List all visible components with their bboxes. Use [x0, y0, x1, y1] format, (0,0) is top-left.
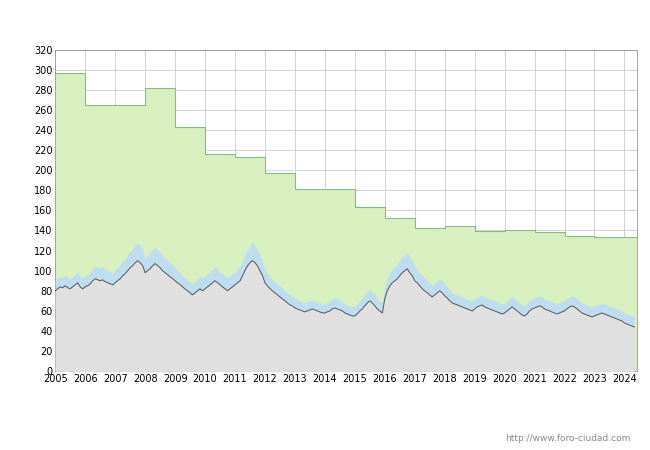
Text: Oencia  -  Evolucion de la poblacion en edad de Trabajar Mayo de 2024: Oencia - Evolucion de la poblacion en ed… [101, 17, 549, 30]
Text: http://www.foro-ciudad.com: http://www.foro-ciudad.com [505, 434, 630, 443]
